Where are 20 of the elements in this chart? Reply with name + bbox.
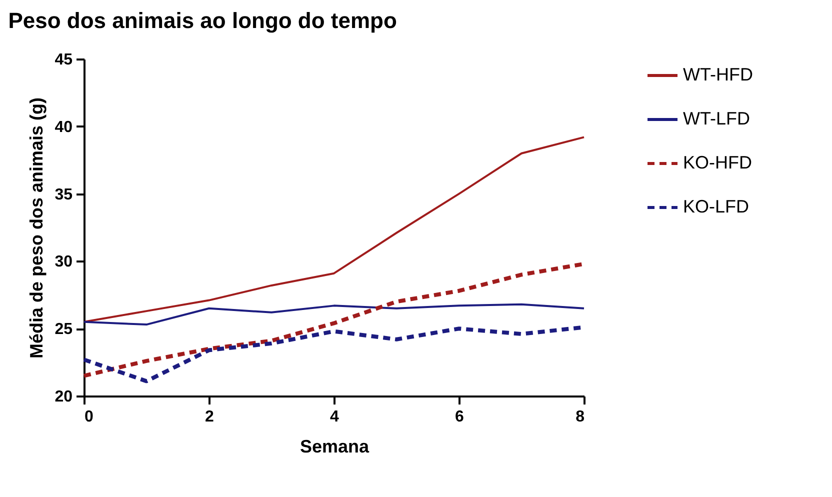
- x-tick-label: 6: [455, 408, 464, 426]
- y-tick-label: 35: [54, 186, 73, 204]
- y-tick-label: 20: [54, 388, 73, 406]
- x-tick-label: 2: [205, 408, 214, 426]
- chart-title: Peso dos animais ao longo do tempo: [8, 8, 397, 33]
- line-series: [83, 136, 585, 323]
- y-tick-label: 40: [54, 118, 73, 136]
- legend-label: WT-HFD: [683, 64, 753, 84]
- line-series: [83, 303, 585, 326]
- x-tick-label: 0: [84, 408, 94, 426]
- x-axis-title: Semana: [300, 436, 370, 456]
- y-axis-title: Média de peso dos animais (g): [26, 97, 47, 359]
- y-tick-label: 45: [54, 52, 73, 68]
- legend-label: KO-HFD: [683, 152, 752, 172]
- x-tick-label: 8: [576, 408, 585, 426]
- y-tick-label: 30: [54, 254, 73, 271]
- y-tick-label: 25: [54, 321, 73, 338]
- legend-label: KO-LFD: [683, 196, 750, 216]
- legend-label: WT-LFD: [683, 108, 750, 128]
- x-tick-label: 4: [330, 408, 340, 426]
